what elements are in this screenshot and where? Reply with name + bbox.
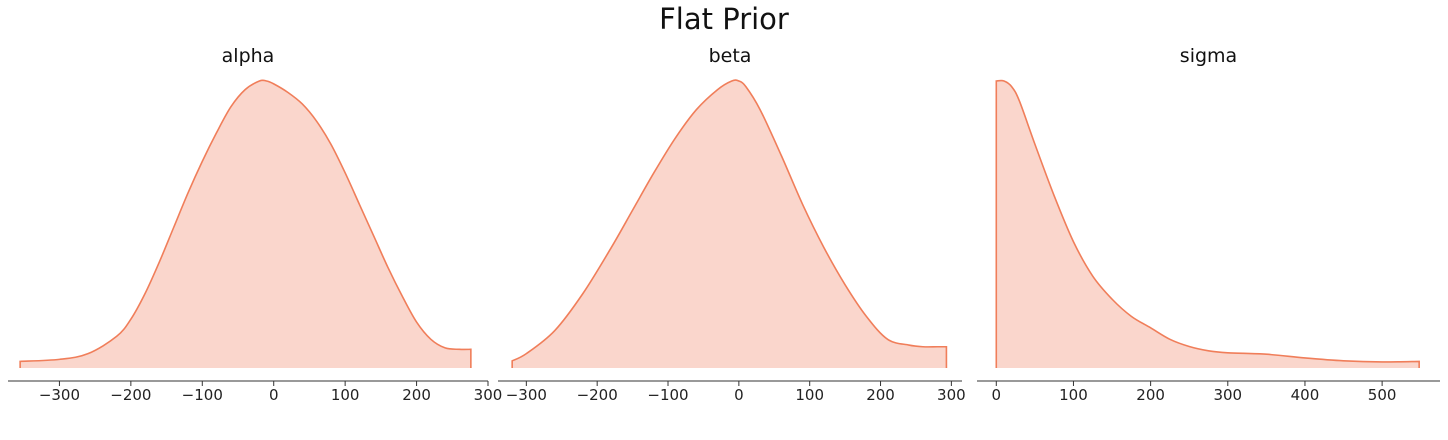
density-area bbox=[996, 80, 1420, 368]
panel-title: sigma bbox=[1180, 45, 1237, 67]
density-area bbox=[512, 80, 947, 368]
density-line bbox=[511, 79, 948, 368]
x-tick-label: 400 bbox=[1291, 386, 1320, 404]
x-tick-label: 300 bbox=[937, 386, 966, 404]
x-tick-label: 0 bbox=[992, 386, 1002, 404]
x-tick-label: −300 bbox=[39, 386, 80, 404]
panel-title: beta bbox=[709, 45, 752, 67]
x-tick-label: 100 bbox=[331, 386, 360, 404]
x-tick-label: 300 bbox=[1213, 386, 1242, 404]
x-tick-label: 100 bbox=[795, 386, 824, 404]
x-tick-label: 200 bbox=[1136, 386, 1165, 404]
panel-beta: beta −300 −200 −100 0 100 200 300 bbox=[498, 45, 966, 404]
x-tick-label: 0 bbox=[269, 386, 279, 404]
panel-sigma: sigma 0 100 200 300 400 500 bbox=[977, 45, 1440, 404]
x-tick-label: −100 bbox=[647, 386, 688, 404]
figure-title: Flat Prior bbox=[659, 2, 789, 36]
x-tick-label: −200 bbox=[110, 386, 151, 404]
x-tick-label: 100 bbox=[1059, 386, 1088, 404]
x-tick-label: −300 bbox=[506, 386, 547, 404]
density-area bbox=[20, 80, 471, 369]
x-tick-label: −100 bbox=[182, 386, 223, 404]
x-tick-label: 0 bbox=[734, 386, 744, 404]
panels: alpha −300 −200 −100 0 100 200 300 beta −300 −200 −… bbox=[8, 45, 1440, 404]
panel-alpha: alpha −300 −200 −100 0 100 200 300 bbox=[8, 45, 502, 404]
panel-title: alpha bbox=[222, 45, 275, 67]
x-tick-label: 200 bbox=[866, 386, 895, 404]
density-line bbox=[995, 79, 1420, 368]
x-tick-label: 200 bbox=[402, 386, 431, 404]
density-line bbox=[19, 79, 472, 368]
x-tick-label: 500 bbox=[1368, 386, 1397, 404]
x-tick-label: 300 bbox=[474, 386, 503, 404]
x-tick-label: −200 bbox=[577, 386, 618, 404]
